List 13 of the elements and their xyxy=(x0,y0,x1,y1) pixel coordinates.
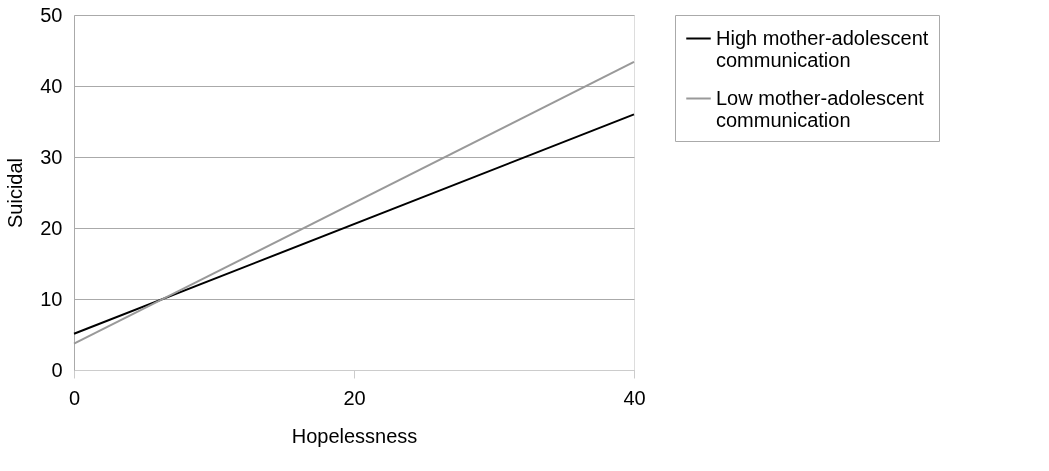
x-tick-label: 0 xyxy=(68,386,81,409)
y-tick-label: 10 xyxy=(40,287,63,310)
y-tick-label: 0 xyxy=(51,358,63,381)
y-axis-title: Suicidal xyxy=(4,157,27,229)
x-tick-label: 20 xyxy=(343,386,366,409)
legend-label: Low mother-adolescent communication xyxy=(716,86,925,131)
y-tick-label: 50 xyxy=(40,3,63,26)
y-tick-label: 40 xyxy=(40,74,63,97)
x-tick-label: 40 xyxy=(623,386,646,409)
x-axis-title: Hopelessness xyxy=(291,424,418,447)
y-tick-label: 30 xyxy=(40,145,63,168)
legend-label: High mother-adolescent communication xyxy=(716,26,929,71)
y-tick-label: 20 xyxy=(40,216,63,239)
